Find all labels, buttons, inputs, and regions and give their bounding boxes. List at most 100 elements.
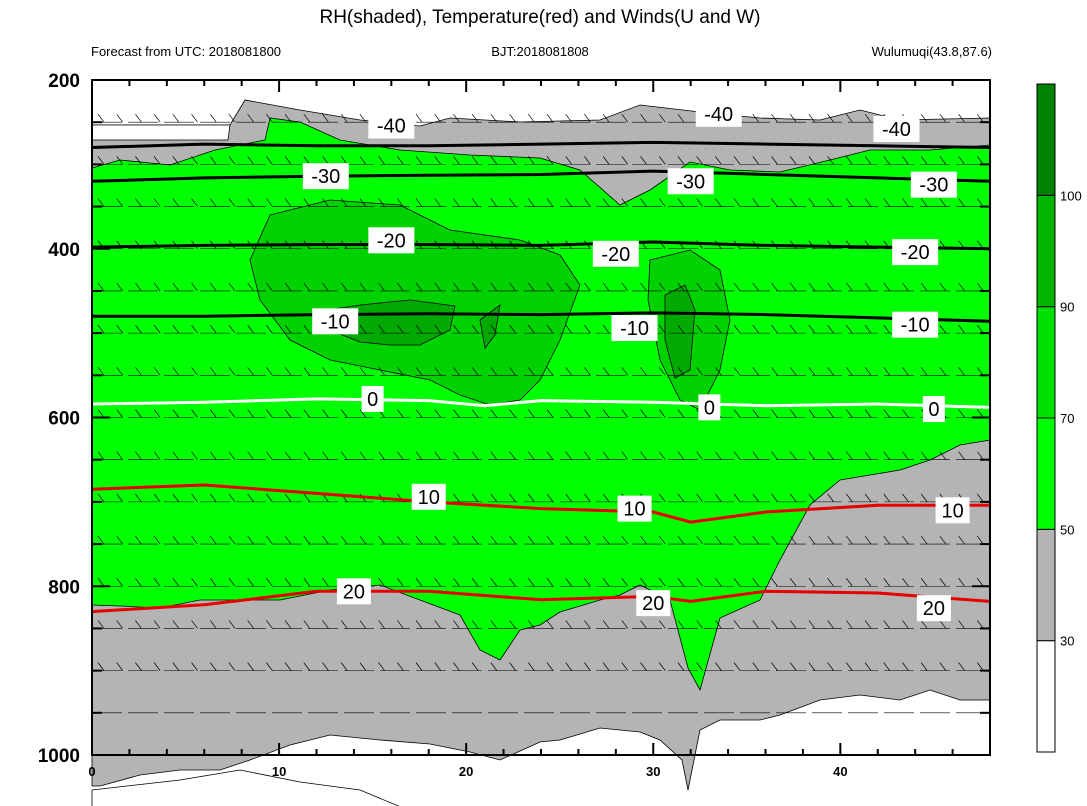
wind-barb [864,662,872,671]
wind-barb [696,282,703,292]
wind-barb [584,535,591,545]
wind-barb [135,662,142,671]
wind-barb [453,493,460,503]
wind-barb [546,367,554,376]
wind-barb [808,324,816,334]
wind-barb [977,409,984,418]
wind-barb [827,620,834,629]
wind-barb [340,367,348,376]
wind-barb [135,493,142,503]
wind-barb [827,367,834,376]
wind-barb [172,367,180,376]
wind-barb [116,409,123,418]
wind-barb [584,367,591,376]
wind-barb [378,367,385,376]
wind-barb [135,620,142,629]
wind-barb [939,620,947,629]
y-tick-label: 400 [48,240,80,261]
wind-barb [752,324,760,334]
x-tick-label: 30 [646,764,660,779]
wind-barb [340,409,348,418]
wind-barb [958,451,965,460]
wind-barb [191,493,198,503]
wind-barb [284,493,292,503]
wind-barb [247,493,254,503]
wind-barb [322,367,329,376]
wind-barb [509,282,516,292]
wind-barb [490,493,498,503]
wind-barb [397,620,404,629]
wind-barb [415,324,423,334]
wind-barb [453,282,460,292]
wind-barb [846,198,853,207]
wind-barb [846,451,853,460]
wind-barb [247,156,254,165]
wind-barb [902,367,909,376]
wind-barb [153,578,161,587]
wind-barb [490,662,498,671]
wind-barb [116,198,123,207]
colorbar-swatch [1036,83,1056,196]
rh-white-top [91,124,231,141]
wind-barb [602,409,610,418]
wind-barb [228,620,236,629]
wind-barb [621,367,629,376]
wind-barb [471,535,479,545]
contour-label-box [361,385,384,412]
wind-barb [247,367,254,376]
wind-barb [135,409,142,418]
wind-barb [808,451,816,460]
wind-barb [116,324,123,334]
wind-barb [864,324,872,334]
wind-barb [415,198,423,207]
wind-barb [902,156,909,165]
wind-barb [97,324,105,334]
wind-barb [284,324,292,334]
wind-barb [621,620,629,629]
wind-barb [303,198,311,207]
wind-barb [546,578,554,587]
wind-barb [509,620,516,629]
wind-barb [864,578,872,587]
wind-barb [228,282,236,292]
wind-barb [340,156,348,165]
wind-barb [902,662,909,671]
wind-barb [808,620,816,629]
wind-barb [771,578,778,587]
wind-barb [696,324,703,334]
wind-barb [958,113,965,123]
wind-barb [528,113,535,123]
wind-barb [565,409,572,418]
temperature-contour [91,589,991,614]
contour-label: -10 [321,311,350,333]
wind-barb [789,620,797,629]
wind-barb [789,324,797,334]
wind-barb [958,535,965,545]
wind-barb [846,662,853,671]
wind-barb [677,156,685,165]
wind-barb [528,409,535,418]
wind-barb [920,535,928,545]
wind-barb [153,282,161,292]
contour-label-box [312,308,359,335]
wind-barb [209,620,217,629]
wind-barb [528,324,535,334]
wind-barb [266,451,273,460]
wind-barb [191,620,198,629]
wind-barb [340,113,348,123]
wind-barb [97,620,105,629]
wind-barb [509,451,516,460]
wind-barb [191,451,198,460]
wind-barb [266,113,273,123]
wind-barb [621,409,629,418]
wind-barb [453,324,460,334]
wind-barb [864,493,872,503]
wind-barb [733,198,741,207]
contour-label: 0 [704,397,715,419]
wind-barb [284,198,292,207]
wind-barb [228,324,236,334]
wind-barb [303,578,311,587]
wind-barb [752,662,760,671]
wind-barb [902,409,909,418]
wind-barb [808,662,816,671]
